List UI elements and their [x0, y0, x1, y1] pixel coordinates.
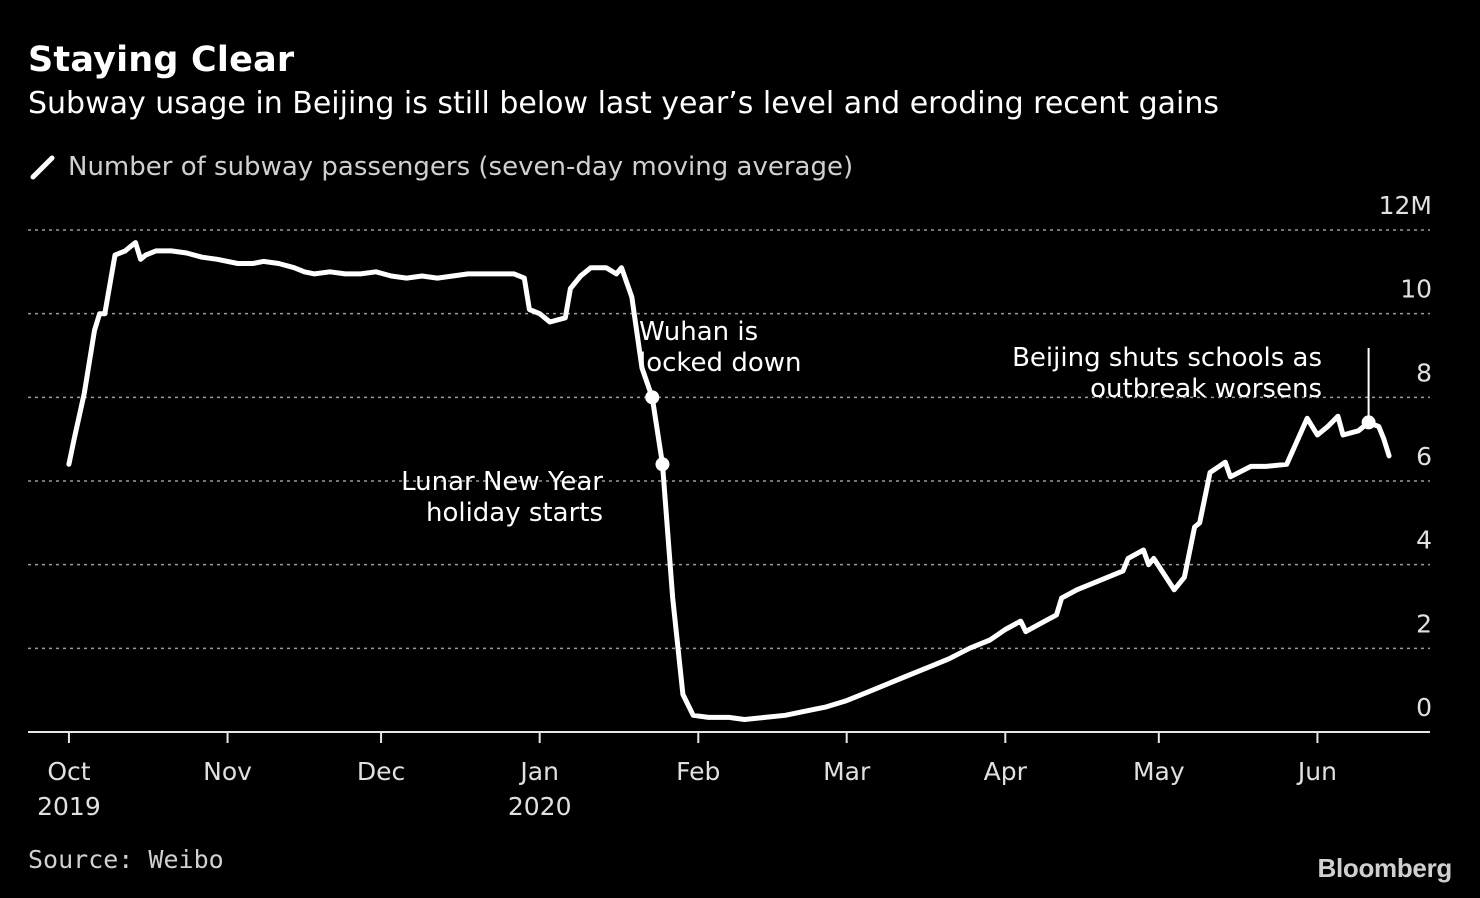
y-tick-label: 4: [1416, 526, 1432, 555]
annotation-text: holiday starts: [426, 498, 603, 528]
chart-subtitle: Subway usage in Beijing is still below l…: [28, 86, 1219, 121]
annotation-marker: [1361, 415, 1376, 430]
legend-line-icon: [30, 155, 55, 180]
y-tick-label: 10: [1400, 275, 1432, 304]
legend-label: Number of subway passengers (seven-day m…: [68, 152, 854, 182]
x-tick-label: Jun: [1296, 757, 1337, 786]
annotation-text: Lunar New Year: [401, 467, 603, 497]
x-tick-year-label: 2020: [508, 792, 572, 821]
y-tick-label: 2: [1416, 609, 1432, 638]
x-tick-label: Feb: [676, 757, 720, 786]
legend: Number of subway passengers (seven-day m…: [28, 150, 853, 184]
annotation-marker: [655, 457, 670, 472]
x-tick-label: Oct: [47, 757, 90, 786]
source-note: Source: Weibo: [28, 845, 224, 874]
y-tick-label: 6: [1416, 442, 1432, 471]
x-tick-label: Mar: [823, 757, 871, 786]
y-tick-label: 0: [1416, 693, 1432, 722]
x-tick-label: May: [1133, 757, 1185, 786]
annotation-text: Wuhan is: [639, 317, 758, 347]
x-tick-label: Nov: [203, 757, 252, 786]
x-tick-label: Dec: [357, 757, 405, 786]
chart-title: Staying Clear: [28, 40, 295, 80]
brand-logo: Bloomberg: [1317, 853, 1452, 883]
x-tick-label: Apr: [984, 757, 1028, 786]
y-tick-label: 12M: [1379, 191, 1432, 220]
y-tick-label: 8: [1416, 358, 1432, 387]
x-tick-year-label: 2019: [37, 792, 101, 821]
annotation-marker: [645, 390, 660, 405]
annotation-text: Beijing shuts schools as: [1012, 343, 1322, 373]
annotation-text: locked down: [639, 348, 801, 378]
x-tick-label: Jan: [518, 757, 559, 786]
annotation-text: outbreak worsens: [1090, 374, 1322, 404]
